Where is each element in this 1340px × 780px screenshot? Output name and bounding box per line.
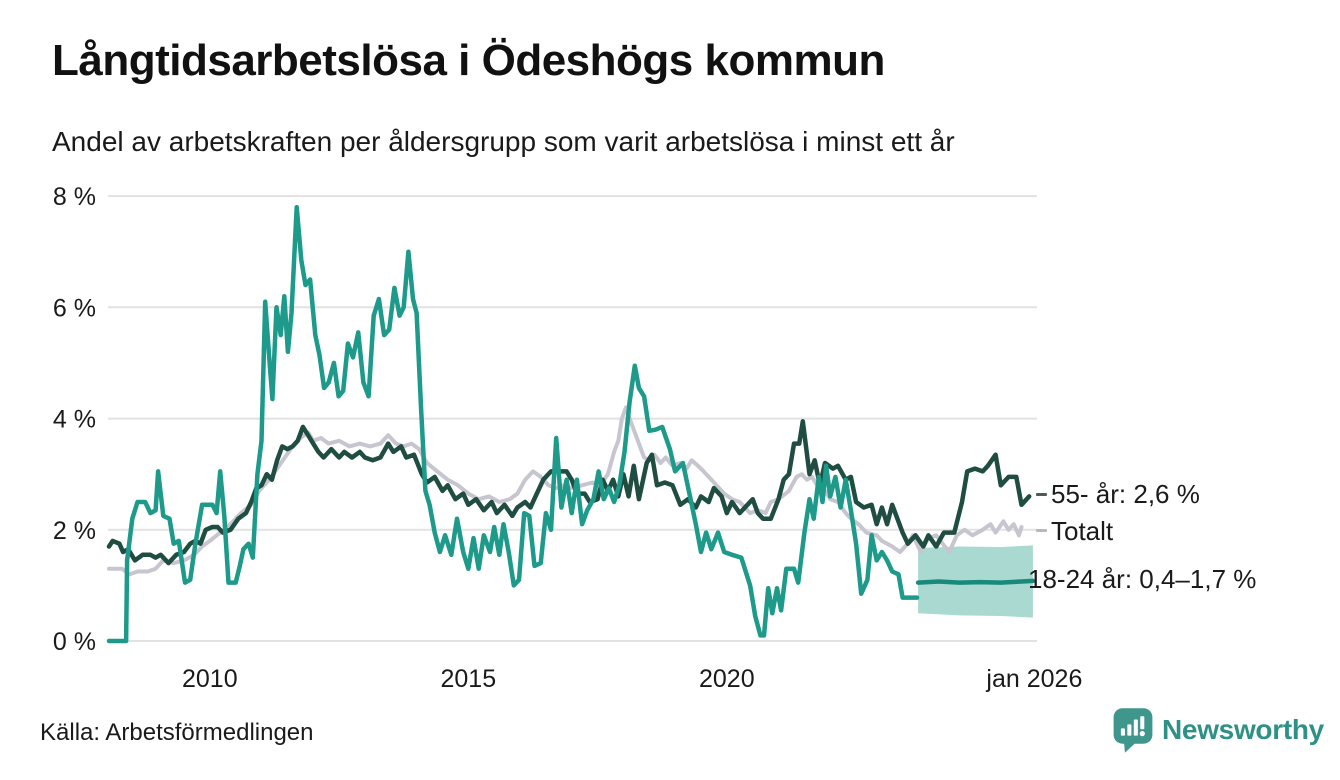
end-label-18-24: 18-24 år: 0,4–1,7 % xyxy=(1028,566,1256,592)
y-tick-label: 0 % xyxy=(53,628,96,656)
end-label-totalt-text: Totalt xyxy=(1051,515,1114,546)
y-tick-label: 8 % xyxy=(53,183,96,211)
end-label-55-text: 55- år: 2,6 % xyxy=(1051,479,1200,510)
end-label-totalt-tick xyxy=(1036,529,1047,533)
y-tick-label: 2 % xyxy=(53,517,96,545)
forecast-line xyxy=(915,578,1036,585)
end-label-55: 55- år: 2,6 % xyxy=(1036,481,1200,507)
x-axis-tick-labels: 2010 2015 2020 jan 2026 xyxy=(182,665,1082,693)
end-label-55-tick xyxy=(1036,492,1047,496)
chart-title: Långtidsarbetslösa i Ödeshögs kommun xyxy=(52,36,885,85)
y-axis-tick-labels: 8 % 6 % 4 % 2 % 0 % xyxy=(53,183,96,656)
x-tick-label: 2015 xyxy=(440,665,496,693)
series-line-Totalt xyxy=(107,405,1024,577)
x-tick-label: 2010 xyxy=(182,665,238,693)
newsworthy-wordmark: Newsworthy xyxy=(1162,714,1324,745)
y-gridlines xyxy=(108,195,1037,642)
x-tick-label: 2020 xyxy=(699,665,755,693)
x-tick-label: jan 2026 xyxy=(985,665,1082,693)
end-label-18-24-text: 18-24 år: 0,4–1,7 % xyxy=(1028,564,1257,595)
forecast-center-line xyxy=(915,578,1036,585)
chart-series xyxy=(106,204,1032,644)
end-label-totalt: Totalt xyxy=(1036,518,1113,544)
chart-subtitle: Andel av arbetskraften per åldersgrupp s… xyxy=(52,126,955,157)
bar-chart-pin-icon xyxy=(1113,708,1153,753)
source-note: Källa: Arbetsförmedlingen xyxy=(40,719,314,746)
y-tick-label: 4 % xyxy=(53,406,96,434)
newsworthy-logo: Newsworthy xyxy=(1112,706,1324,754)
y-tick-label: 6 % xyxy=(53,294,96,322)
series-line-18-24-år xyxy=(106,204,920,644)
